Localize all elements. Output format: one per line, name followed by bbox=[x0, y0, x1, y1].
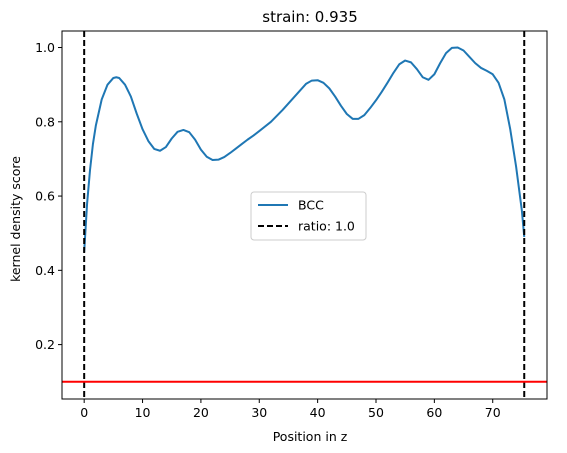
plot-area bbox=[62, 31, 547, 399]
y-tick-label: 0.6 bbox=[35, 189, 55, 204]
chart-title: strain: 0.935 bbox=[262, 8, 358, 26]
x-tick-label: 40 bbox=[310, 405, 326, 420]
legend-label-ratio: ratio: 1.0 bbox=[298, 219, 355, 234]
x-tick-label: 30 bbox=[251, 405, 267, 420]
series-line-bcc bbox=[83, 46, 526, 252]
legend: BCC ratio: 1.0 bbox=[250, 191, 367, 241]
x-tick-label: 70 bbox=[485, 405, 501, 420]
axes-frame bbox=[61, 30, 548, 400]
x-tick-label: 10 bbox=[135, 405, 151, 420]
y-tick-label: 0.4 bbox=[35, 263, 55, 278]
y-tick-label: 1.0 bbox=[35, 40, 55, 55]
legend-label-bcc: BCC bbox=[298, 198, 324, 213]
x-tick-label: 60 bbox=[426, 405, 442, 420]
y-tick-label: 0.2 bbox=[35, 337, 55, 352]
y-axis-label: kernel density score bbox=[8, 156, 23, 282]
x-tick-label: 20 bbox=[193, 405, 209, 420]
x-axis-label: Position in z bbox=[273, 429, 348, 444]
axis-ticks: 0 10 20 30 40 50 60 70 0.2 0.4 0.6 0.8 1.0 bbox=[35, 40, 501, 420]
y-tick-label: 0.8 bbox=[35, 114, 55, 129]
x-tick-label: 50 bbox=[368, 405, 384, 420]
x-tick-label: 0 bbox=[80, 405, 88, 420]
